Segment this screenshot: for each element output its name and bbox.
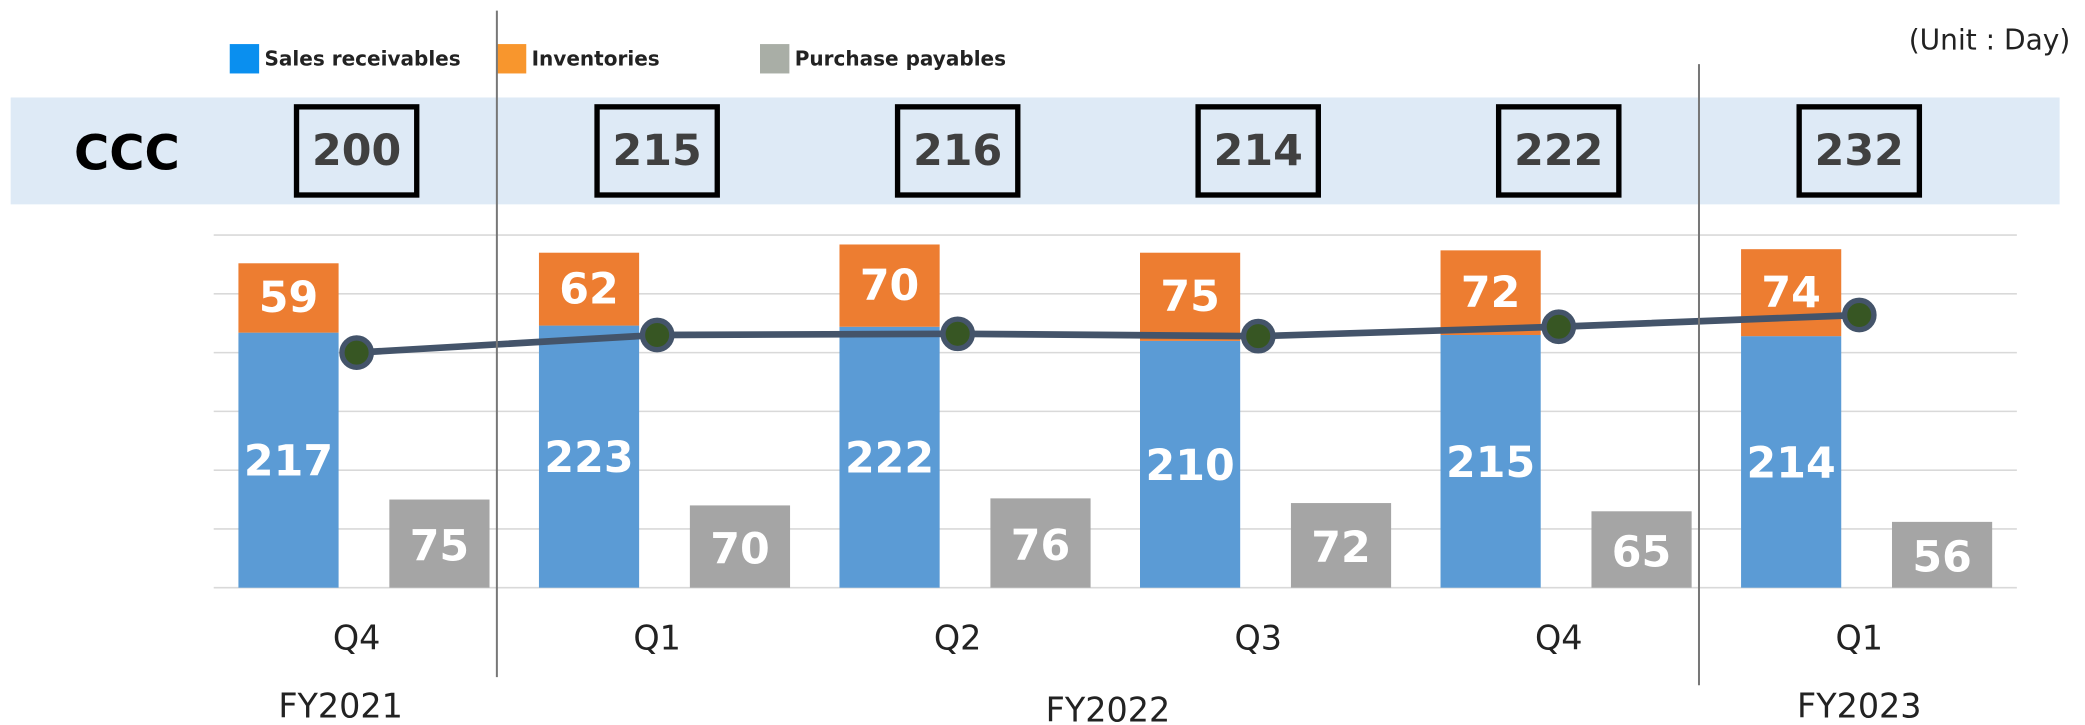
ccc-marker <box>339 335 374 370</box>
x-tick-label: Q2 <box>934 618 982 657</box>
data-label: 59 <box>259 273 318 323</box>
ccc-marker <box>1541 309 1577 345</box>
ccc-value: 232 <box>1815 126 1904 176</box>
bar <box>238 263 339 333</box>
data-label: 74 <box>1761 268 1820 318</box>
data-label: 72 <box>1311 523 1370 573</box>
legend-label: Inventories <box>532 47 660 71</box>
legend-swatch <box>496 44 527 74</box>
group-label: FY2021 <box>278 686 403 725</box>
ccc-band <box>10 97 2060 205</box>
bar <box>538 252 640 326</box>
x-tick-label: Q4 <box>333 618 381 657</box>
bar <box>1140 252 1241 341</box>
data-label: 222 <box>845 434 934 484</box>
ccc-value: 200 <box>312 126 401 176</box>
ccc-box <box>1495 104 1622 198</box>
ccc-marker <box>940 316 976 352</box>
data-label: 75 <box>1160 272 1219 322</box>
bar <box>389 499 490 588</box>
ccc-value: 222 <box>1514 126 1603 176</box>
data-label: 65 <box>1612 527 1671 577</box>
bar <box>1591 511 1692 588</box>
bar <box>839 326 940 588</box>
bar <box>839 244 940 327</box>
legend-swatch <box>760 44 790 74</box>
bar <box>1290 503 1392 588</box>
x-tick-label: Q1 <box>1836 618 1884 657</box>
ccc-line <box>356 311 1860 356</box>
ccc-value: 214 <box>1214 126 1303 176</box>
ccc-marker <box>1841 297 1877 333</box>
x-tick-label: Q1 <box>633 618 681 657</box>
data-label: 210 <box>1145 441 1234 491</box>
legend-swatch <box>229 44 260 74</box>
ccc-label: CCC <box>74 125 180 181</box>
data-label: 56 <box>1912 533 1971 583</box>
bar <box>1440 250 1541 335</box>
data-label: 62 <box>559 264 618 314</box>
ccc-box <box>594 104 720 198</box>
data-label: 215 <box>1446 438 1535 488</box>
ccc-box <box>894 104 1021 198</box>
x-tick-label: Q3 <box>1234 618 1282 657</box>
bar <box>538 325 640 588</box>
group-label: FY2022 <box>1046 690 1171 725</box>
legend-label: Sales receivables <box>264 47 460 71</box>
ccc-marker <box>1240 318 1276 354</box>
data-label: 214 <box>1747 438 1836 488</box>
bar <box>990 498 1091 588</box>
data-label: 76 <box>1011 521 1070 571</box>
bar <box>1891 521 1993 588</box>
data-label: 70 <box>710 524 769 574</box>
ccc-box <box>1195 104 1321 198</box>
data-label: 223 <box>544 433 633 483</box>
data-label: 70 <box>860 261 919 311</box>
ccc-value: 215 <box>613 126 702 176</box>
data-label: 72 <box>1461 268 1520 318</box>
data-label: 75 <box>410 521 469 571</box>
ccc-value: 216 <box>913 126 1002 176</box>
unit-note: (Unit : Day) <box>1909 23 2071 56</box>
data-label: 217 <box>244 437 333 487</box>
legend-label: Purchase payables <box>795 47 1006 71</box>
bar <box>1140 340 1241 588</box>
group-label: FY2023 <box>1797 686 1922 725</box>
x-tick-label: Q4 <box>1535 618 1583 657</box>
ccc-box <box>1796 104 1923 198</box>
ccc-marker <box>639 317 675 353</box>
ccc-box <box>293 104 420 198</box>
bar <box>1440 334 1541 588</box>
bar <box>1741 336 1842 588</box>
bar <box>238 332 339 588</box>
bar <box>689 505 791 588</box>
